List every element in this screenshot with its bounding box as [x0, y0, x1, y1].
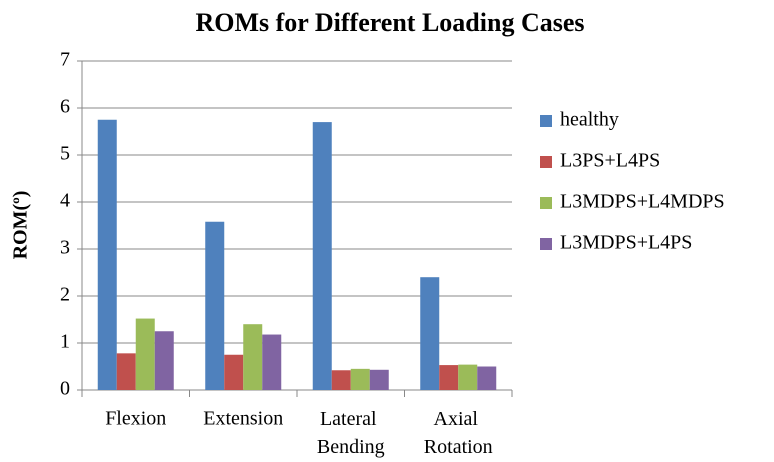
bar	[135, 318, 155, 390]
legend-label: L3MDPS+L4PS	[560, 232, 692, 254]
y-tick-label: 3	[60, 237, 70, 259]
chart-title: ROMs for Different Loading Cases	[195, 8, 584, 37]
bar	[458, 364, 478, 390]
bar	[420, 277, 440, 390]
x-tick-label: Flexion	[105, 408, 166, 430]
bar	[116, 353, 136, 390]
bar	[262, 334, 282, 390]
x-tick-label: Extension	[203, 408, 283, 430]
bar	[154, 331, 174, 390]
y-tick-label: 6	[60, 96, 70, 118]
legend-swatch	[540, 197, 552, 209]
bar	[312, 122, 332, 390]
bar	[224, 354, 244, 390]
bar	[97, 119, 117, 390]
legend-label: L3PS+L4PS	[560, 150, 660, 172]
x-tick-label: Axial Rotation	[424, 408, 493, 458]
legend-swatch	[540, 238, 552, 250]
y-tick-label: 4	[60, 190, 70, 212]
legend-swatch	[540, 156, 552, 168]
legend-swatch	[540, 115, 552, 127]
legend-label: L3MDPS+L4MDPS	[560, 191, 725, 213]
y-tick-label: 1	[60, 331, 70, 353]
bar	[205, 221, 225, 390]
bar	[477, 366, 497, 390]
x-tick-label: Lateral Bending	[317, 408, 385, 458]
y-axis-label: ROM(º)	[10, 191, 32, 260]
y-tick-label: 7	[60, 49, 70, 71]
y-tick-label: 2	[60, 284, 70, 306]
bar	[243, 324, 263, 390]
y-tick-label: 0	[60, 378, 70, 400]
bar	[350, 368, 370, 390]
y-tick-label: 5	[60, 143, 70, 165]
bar	[369, 369, 389, 390]
legend-label: healthy	[560, 109, 619, 131]
bar	[439, 365, 459, 390]
bar	[331, 370, 351, 390]
